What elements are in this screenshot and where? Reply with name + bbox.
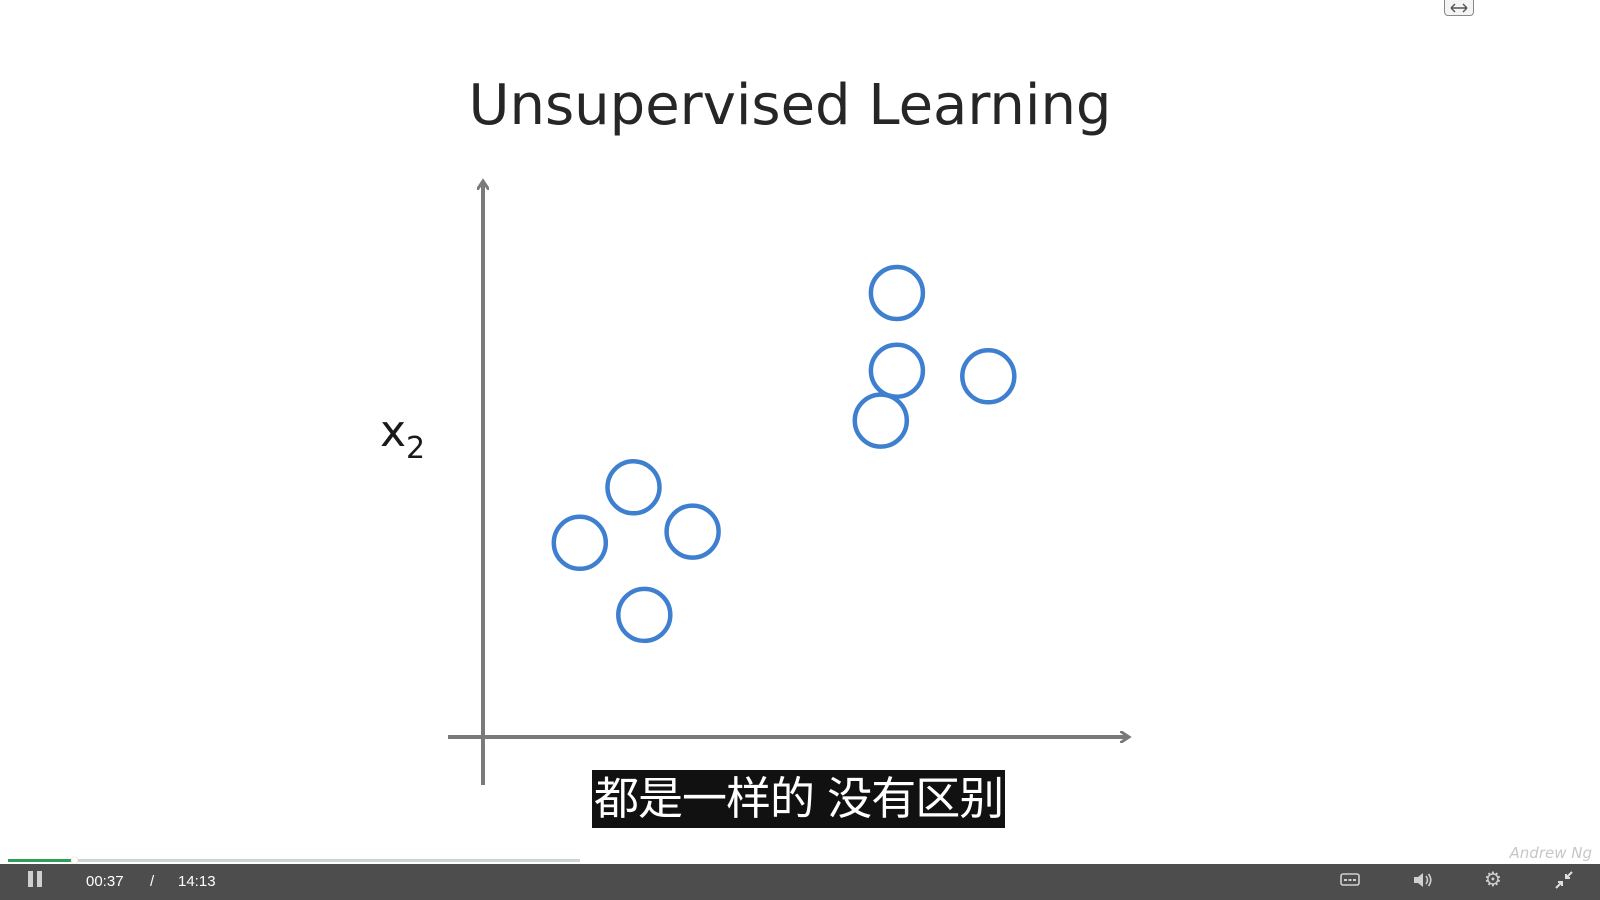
slide-canvas: Unsupervised Learning x2 [380,73,1600,785]
scatter-points [551,264,1017,644]
pause-icon-bar [37,871,42,887]
gear-icon: ⚙ [1484,868,1502,891]
time-separator: / [150,873,155,890]
slide-title: Unsupervised Learning [469,73,1112,138]
video-viewport[interactable]: Unsupervised Learning x2 都是一样的 没有区别 Andr… [0,0,1600,864]
volume-button[interactable] [1412,869,1436,891]
scatter-point [616,586,673,644]
progress-fill [8,859,74,862]
exit-fullscreen-button[interactable] [1554,869,1576,891]
video-subtitle: 都是一样的 没有区别 [592,770,1006,828]
scatter-point [605,459,662,516]
y-axis-label: x2 [380,406,425,466]
scatter-point [868,264,926,322]
scatter-point [960,348,1017,405]
pause-icon-bar [28,871,33,887]
progress-handle[interactable] [70,857,78,864]
watermark: Andrew Ng [1509,844,1592,862]
total-time: 14:13 [178,873,216,890]
double-arrow-icon [1450,3,1468,12]
collapse-icon [1555,871,1573,889]
scatter-point [868,342,926,399]
progress-bar[interactable] [8,857,580,864]
pause-button[interactable] [28,868,50,890]
player-control-bar: 00:37 / 14:13 ⚙ [0,864,1600,900]
scatter-point [551,514,609,572]
current-time: 00:37 [86,873,124,890]
captions-button[interactable] [1340,870,1362,890]
scatter-point [852,392,910,449]
expand-toggle-button[interactable] [1444,0,1474,16]
captions-icon [1340,873,1360,886]
scatter-point [664,503,721,560]
speaker-icon [1414,873,1432,887]
settings-button[interactable]: ⚙ [1484,868,1506,891]
